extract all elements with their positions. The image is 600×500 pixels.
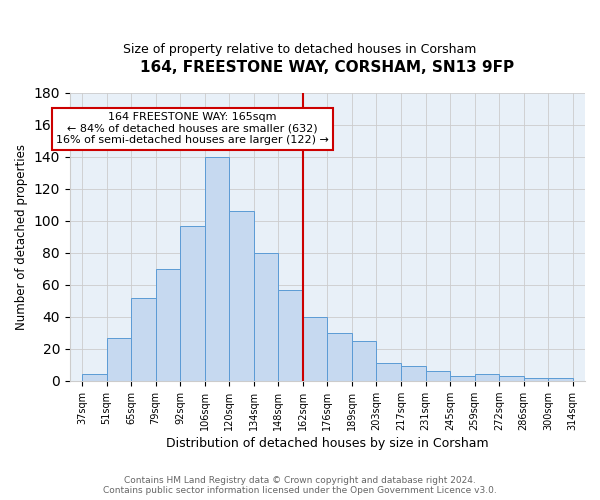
Title: 164, FREESTONE WAY, CORSHAM, SN13 9FP: 164, FREESTONE WAY, CORSHAM, SN13 9FP bbox=[140, 60, 514, 75]
Y-axis label: Number of detached properties: Number of detached properties bbox=[15, 144, 28, 330]
Bar bbox=[278, 290, 303, 381]
Bar bbox=[82, 374, 107, 381]
Bar bbox=[450, 376, 475, 381]
Bar bbox=[352, 341, 376, 381]
Bar bbox=[180, 226, 205, 381]
Bar bbox=[328, 333, 352, 381]
Text: 164 FREESTONE WAY: 165sqm
← 84% of detached houses are smaller (632)
16% of semi: 164 FREESTONE WAY: 165sqm ← 84% of detac… bbox=[56, 112, 329, 145]
Text: Size of property relative to detached houses in Corsham: Size of property relative to detached ho… bbox=[124, 42, 476, 56]
Text: Contains HM Land Registry data © Crown copyright and database right 2024.
Contai: Contains HM Land Registry data © Crown c… bbox=[103, 476, 497, 495]
Bar bbox=[548, 378, 573, 381]
Bar bbox=[254, 253, 278, 381]
Bar bbox=[499, 376, 524, 381]
Bar bbox=[107, 338, 131, 381]
Bar bbox=[205, 157, 229, 381]
Bar bbox=[131, 298, 155, 381]
Bar bbox=[376, 363, 401, 381]
Bar bbox=[229, 211, 254, 381]
Bar bbox=[401, 366, 425, 381]
Bar bbox=[303, 317, 328, 381]
Bar bbox=[155, 269, 180, 381]
Bar bbox=[475, 374, 499, 381]
Bar bbox=[425, 371, 450, 381]
X-axis label: Distribution of detached houses by size in Corsham: Distribution of detached houses by size … bbox=[166, 437, 489, 450]
Bar bbox=[524, 378, 548, 381]
